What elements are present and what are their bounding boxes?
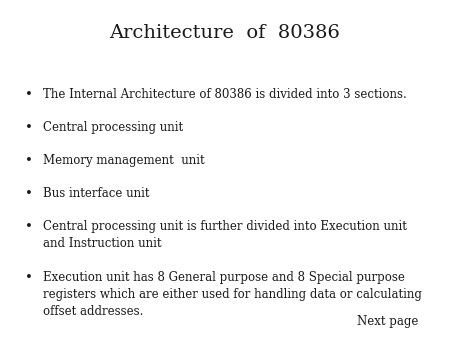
Text: Bus interface unit: Bus interface unit	[43, 187, 149, 200]
Text: •: •	[25, 187, 32, 200]
Text: Central processing unit: Central processing unit	[43, 121, 183, 134]
Text: Central processing unit is further divided into Execution unit
and Instruction u: Central processing unit is further divid…	[43, 220, 407, 250]
Text: •: •	[25, 154, 32, 167]
Text: •: •	[25, 88, 32, 101]
Text: •: •	[25, 220, 32, 233]
Text: Execution unit has 8 General purpose and 8 Special purpose
registers which are e: Execution unit has 8 General purpose and…	[43, 271, 422, 318]
Text: The Internal Architecture of 80386 is divided into 3 sections.: The Internal Architecture of 80386 is di…	[43, 88, 406, 101]
Text: Architecture  of  80386: Architecture of 80386	[109, 24, 341, 42]
Text: •: •	[25, 271, 32, 284]
Text: Memory management  unit: Memory management unit	[43, 154, 204, 167]
Text: •: •	[25, 121, 32, 134]
Text: Next page: Next page	[357, 315, 418, 328]
